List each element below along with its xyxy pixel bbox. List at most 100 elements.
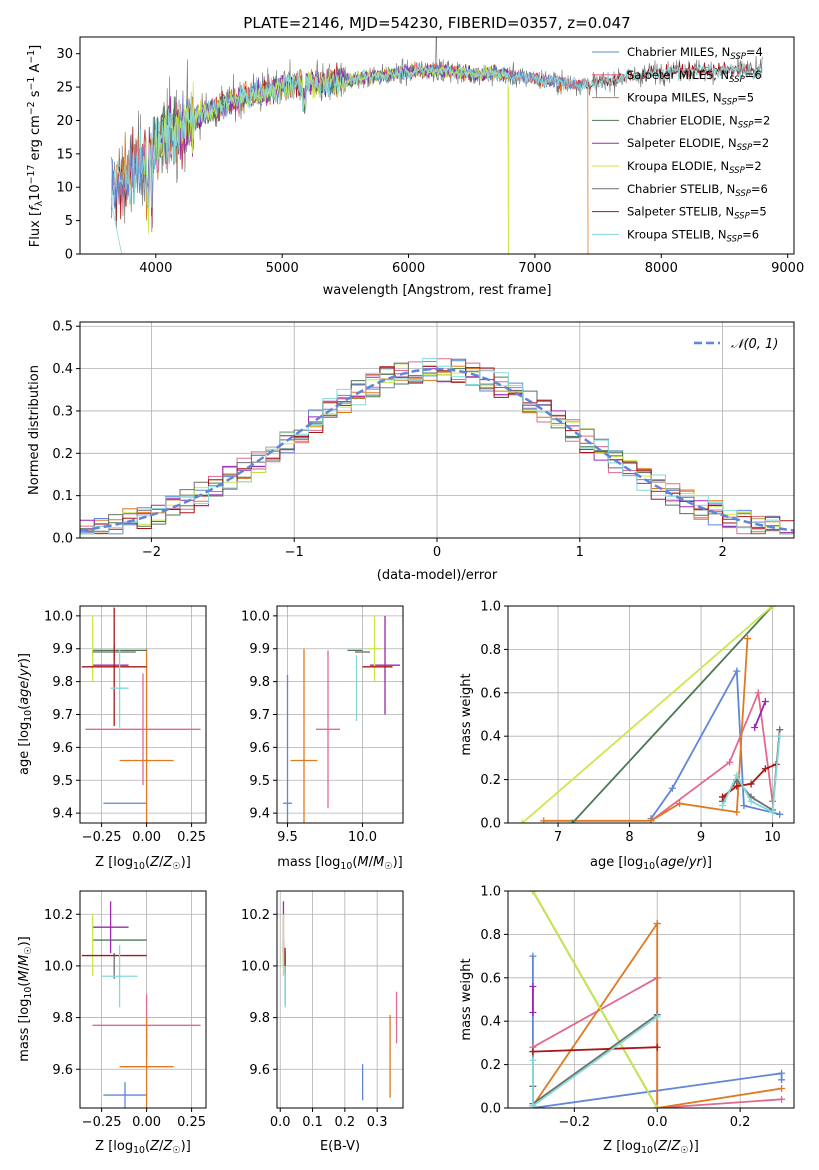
legend-label: 𝒩(0, 1) — [731, 337, 778, 352]
weight-marker — [529, 1056, 537, 1064]
y-tick-label: 15 — [56, 147, 73, 162]
weight-marker — [754, 689, 762, 697]
weight-marker — [761, 697, 769, 705]
x-tick-label: 0.0 — [270, 1115, 291, 1130]
weight-marker — [668, 784, 676, 792]
plot-area — [282, 901, 398, 1101]
weight-marker — [529, 1048, 537, 1056]
y-tick-label: 9.7 — [52, 708, 73, 723]
plot-area — [529, 891, 786, 1108]
x-tick-label: 0.00 — [132, 830, 161, 845]
x-tick-label: 0.00 — [132, 1115, 161, 1130]
x-tick-label: 9 — [697, 830, 705, 845]
y-tick-label: 0.4 — [52, 362, 73, 377]
weight-marker — [733, 771, 741, 779]
y-tick-label: 10 — [56, 181, 73, 196]
weight-marker — [653, 1104, 661, 1108]
y-tick-label: 20 — [56, 114, 73, 129]
legend-label: Kroupa MILES, NSSP=5 — [627, 91, 754, 108]
y-tick-label: 9.5 — [249, 774, 270, 789]
weight-marker — [653, 1043, 661, 1051]
y-tick-label: 1.0 — [480, 600, 501, 615]
x-tick-label: −2 — [142, 545, 161, 560]
legend: Chabrier MILES, NSSP=4 Salpeter MILES, NS… — [592, 45, 770, 244]
weight-marker — [568, 819, 576, 823]
weight-line-kroupa-elodie — [521, 606, 774, 823]
axes-frame — [276, 890, 404, 1109]
histogram-chabrier-stelib — [80, 358, 794, 538]
y-tick-label: 25 — [56, 81, 73, 96]
plot-area — [80, 357, 794, 538]
x-tick-label: −0.25 — [82, 830, 122, 845]
weight-marker — [769, 808, 777, 816]
y-tick-label: 10.2 — [241, 908, 270, 923]
weight-marker — [769, 606, 777, 610]
x-tick-label: 8 — [625, 830, 633, 845]
weight-line-salpeter-miles — [650, 689, 774, 822]
plot-area — [81, 607, 201, 823]
y-tick-label: 9.9 — [249, 642, 270, 657]
plot-area — [518, 606, 784, 823]
y-tick-label: 9.6 — [249, 741, 270, 756]
x-tick-label: −0.25 — [82, 1115, 122, 1130]
weight-marker — [726, 758, 734, 766]
x-axis-label: wavelength [Angstrom, rest frame] — [323, 283, 552, 298]
plot-area — [81, 901, 201, 1108]
x-tick-label: 0 — [433, 545, 441, 560]
x-tick-label: 9000 — [771, 261, 804, 276]
weight-marker — [776, 810, 784, 818]
y-tick-label: 10.0 — [241, 609, 270, 624]
weight-marker — [747, 797, 755, 805]
chart-mass_vs_ebv: 0.0 0.1 0.2 0.3 9.6 9.8 10.0 10.2 — [241, 890, 404, 1130]
x-tick-label: 7 — [554, 830, 562, 845]
x-tick-label: 8000 — [645, 261, 678, 276]
y-tick-label: 9.8 — [52, 675, 73, 690]
x-tick-label: 10.0 — [348, 830, 377, 845]
y-axis-label: Flux [fλ10−17 erg cm−2 s−1 A−1] — [26, 45, 45, 247]
y-tick-label: 9.6 — [52, 741, 73, 756]
weight-marker — [744, 635, 752, 643]
weight-marker — [747, 780, 755, 788]
y-tick-label: 0.4 — [480, 730, 501, 745]
y-tick-label: 9.7 — [249, 708, 270, 723]
legend-label: Chabrier ELODIE, NSSP=2 — [627, 113, 770, 130]
x-tick-label: 6000 — [392, 261, 425, 276]
weight-marker — [776, 732, 784, 740]
weight-marker — [540, 817, 548, 823]
x-tick-label: 7000 — [518, 261, 551, 276]
axes-frame — [507, 890, 795, 1109]
y-tick-label: 9.8 — [249, 1011, 270, 1026]
chart-mass_vs_Z: −0.25 0.00 0.25 9.6 9.8 10.0 10.2 — [44, 890, 207, 1130]
weight-marker — [733, 808, 741, 816]
chart-weight_vs_Z: −0.2 0.0 0.2 0.0 0.2 0.4 0.6 0.8 1.0 — [480, 885, 795, 1130]
y-tick-label: 5 — [65, 214, 73, 229]
x-axis-label: (data-model)/error — [377, 568, 498, 583]
chart-weight_vs_age: 7 8 9 10 0.0 0.2 0.4 0.6 0.8 1.0 — [480, 600, 795, 845]
y-tick-label: 0.8 — [480, 643, 501, 658]
weight-marker — [653, 1013, 661, 1021]
y-tick-label: 0.6 — [480, 971, 501, 986]
weight-marker — [778, 1084, 786, 1092]
y-axis-label: mass [log10(M/M☉)] — [17, 936, 34, 1062]
weight-marker — [776, 726, 784, 734]
y-tick-label: 0.2 — [480, 1058, 501, 1073]
weight-marker — [733, 782, 741, 790]
y-tick-label: 0.8 — [480, 928, 501, 943]
y-tick-label: 9.4 — [249, 807, 270, 822]
y-tick-label: 10.2 — [44, 908, 73, 923]
weight-marker — [733, 667, 741, 675]
x-axis-label: Z [log10(Z/Z☉)] — [603, 1139, 699, 1156]
x-tick-label: 5000 — [266, 261, 299, 276]
weight-marker — [529, 952, 537, 960]
chart-age_vs_mass: 9.5 10.0 9.4 9.5 9.6 9.7 9.8 9.9 10.0 — [241, 605, 404, 845]
normal-curve — [80, 367, 794, 532]
x-tick-label: 0.25 — [177, 1115, 206, 1130]
chart-title: PLATE=2146, MJD=54230, FIBERID=0357, z=0… — [243, 14, 630, 32]
spectrum-line-salpeter-miles — [111, 62, 589, 233]
chart-spectrum: 4000 5000 6000 7000 8000 9000 0 5 10 15 20 25 30 — [56, 36, 804, 276]
y-tick-label: 0.6 — [480, 686, 501, 701]
y-tick-label: 10.0 — [44, 959, 73, 974]
y-tick-label: 9.4 — [52, 807, 73, 822]
x-tick-label: 2 — [718, 545, 726, 560]
